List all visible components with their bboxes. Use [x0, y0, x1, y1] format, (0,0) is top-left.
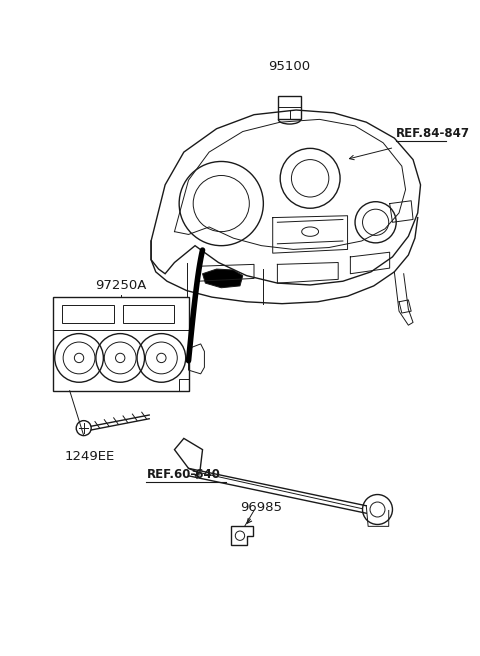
Text: 1249EE: 1249EE	[65, 449, 115, 462]
Text: REF.84-847: REF.84-847	[396, 127, 470, 140]
Text: 97250A: 97250A	[95, 279, 146, 293]
Text: REF.60-640: REF.60-640	[146, 468, 220, 482]
Polygon shape	[203, 269, 243, 288]
Text: 96985: 96985	[240, 501, 282, 514]
Text: 95100: 95100	[268, 60, 311, 73]
